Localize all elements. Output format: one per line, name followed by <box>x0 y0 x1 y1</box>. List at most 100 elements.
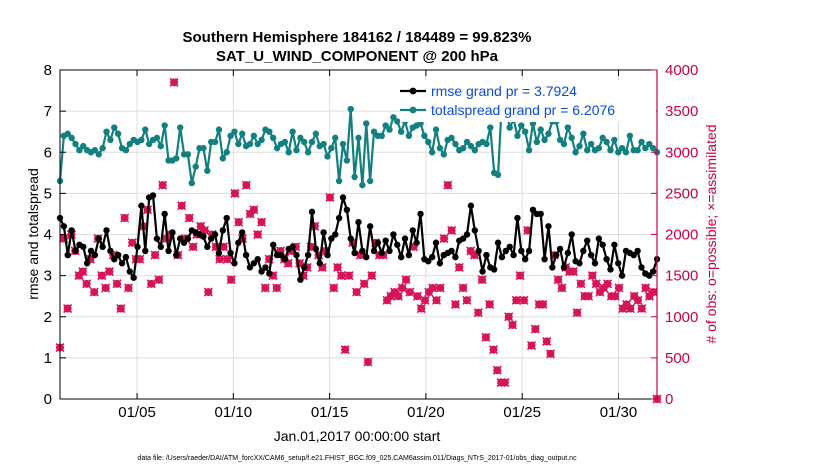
rmse-point <box>591 260 599 267</box>
totalspread-point <box>587 140 595 148</box>
rmse-point <box>638 264 645 271</box>
obs-assimilated-cross <box>359 279 369 289</box>
totalspread-point <box>506 124 513 131</box>
obs-marker <box>637 303 647 314</box>
obs-assimilated-cross <box>568 266 578 277</box>
obs-marker <box>614 283 624 293</box>
rmse-point <box>72 247 79 255</box>
obs-marker <box>538 299 548 309</box>
totalspread-point <box>622 149 630 156</box>
obs-assimilated-cross <box>576 279 586 289</box>
obs-marker <box>526 340 537 351</box>
totalspread-point <box>626 132 634 139</box>
rmse-point <box>316 260 323 267</box>
rmse-point <box>545 223 552 230</box>
obs-marker <box>641 283 651 293</box>
obs-assimilated-cross <box>416 303 426 314</box>
rmse-point <box>584 237 591 244</box>
totalspread-point <box>142 126 149 133</box>
obs-marker <box>603 279 613 289</box>
rmse-point <box>227 249 234 257</box>
obs-assimilated-cross <box>648 287 658 297</box>
totalspread-point <box>382 122 389 129</box>
rmse-point <box>498 253 506 261</box>
obs-assimilated-cross <box>344 271 354 281</box>
obs-assimilated-cross <box>188 242 198 252</box>
obs-assimilated-cross <box>504 312 514 322</box>
totalspread-point <box>95 151 102 158</box>
rmse-point <box>239 229 246 236</box>
rmse-point <box>223 214 230 222</box>
rmse-point <box>390 231 397 238</box>
obs-marker <box>352 287 362 297</box>
totalspread-point <box>584 146 591 154</box>
obs-assimilated-cross <box>485 299 495 309</box>
obs-assimilated-cross <box>481 332 491 342</box>
x-tick-label: 01/25 <box>503 404 541 421</box>
rmse-point <box>432 239 440 246</box>
obs-marker <box>234 217 244 227</box>
obs-marker <box>169 77 179 87</box>
obs-marker <box>439 234 449 244</box>
rmse-point <box>576 260 583 267</box>
totalspread-point <box>436 144 444 152</box>
line-series <box>56 97 661 283</box>
y-tick-label-right: 3500 <box>665 103 698 120</box>
obs-assimilated-cross <box>97 271 107 281</box>
obs-marker <box>507 320 518 330</box>
obs-marker <box>188 242 198 252</box>
obs-marker <box>325 192 335 203</box>
totalspread-point <box>80 142 87 150</box>
rmse-point <box>355 218 362 226</box>
obs-assimilated-cross <box>78 266 88 277</box>
rmse-point <box>506 243 513 251</box>
obs-marker <box>515 271 525 281</box>
obs-marker <box>545 349 556 359</box>
rmse-point <box>475 247 482 255</box>
totalspread-point <box>301 138 308 146</box>
totalspread-point <box>231 128 238 135</box>
rmse-point <box>204 243 211 251</box>
rmse-point <box>149 192 157 199</box>
rmse-point <box>242 251 250 259</box>
obs-marker <box>450 299 461 309</box>
rmse-point <box>176 235 184 242</box>
rmse-point <box>518 247 525 255</box>
x-tick-label: 01/20 <box>407 404 445 421</box>
y-tick-label-right: 500 <box>665 350 690 367</box>
rmse-point <box>328 235 335 242</box>
obs-assimilated-cross <box>169 77 179 87</box>
obs-assimilated-cross <box>184 213 194 223</box>
chart-axes: 0 1 2 3 4 5 6 7 8 0 500 1000 1500 2000 2500 3000 3500 400… <box>44 62 699 421</box>
rmse-point <box>417 210 424 218</box>
totalspread-point <box>452 140 459 148</box>
obs-assimilated-cross <box>101 283 111 293</box>
obs-marker <box>203 287 213 297</box>
y-tick-label-right: 3000 <box>665 144 698 161</box>
totalspread-point <box>246 140 254 148</box>
obs-marker <box>447 225 457 235</box>
rmse-point <box>564 249 572 257</box>
obs-marker <box>412 291 423 301</box>
totalspread-point <box>483 140 490 148</box>
obs-marker <box>557 283 567 293</box>
obs-assimilated-cross <box>241 180 251 190</box>
obs-marker <box>519 295 529 305</box>
totalspread-point <box>293 146 300 154</box>
legend-label: rmse grand pr = 3.7924 <box>431 83 577 99</box>
totalspread-point <box>266 128 273 135</box>
obs-assimilated-cross <box>154 275 164 285</box>
rmse-point <box>64 251 71 259</box>
obs-assimilated-cross <box>120 213 130 223</box>
obs-assimilated-cross <box>367 271 377 281</box>
obs-assimilated-cross <box>230 188 240 198</box>
totalspread-point <box>638 138 645 146</box>
rmse-point <box>207 235 215 242</box>
rmse-point <box>483 251 490 259</box>
obs-assimilated-cross <box>633 295 643 305</box>
totalspread-point <box>204 167 211 174</box>
totalspread-point <box>448 134 455 142</box>
obs-marker <box>340 345 350 355</box>
obs-marker <box>568 266 578 277</box>
totalspread-point <box>176 124 184 131</box>
